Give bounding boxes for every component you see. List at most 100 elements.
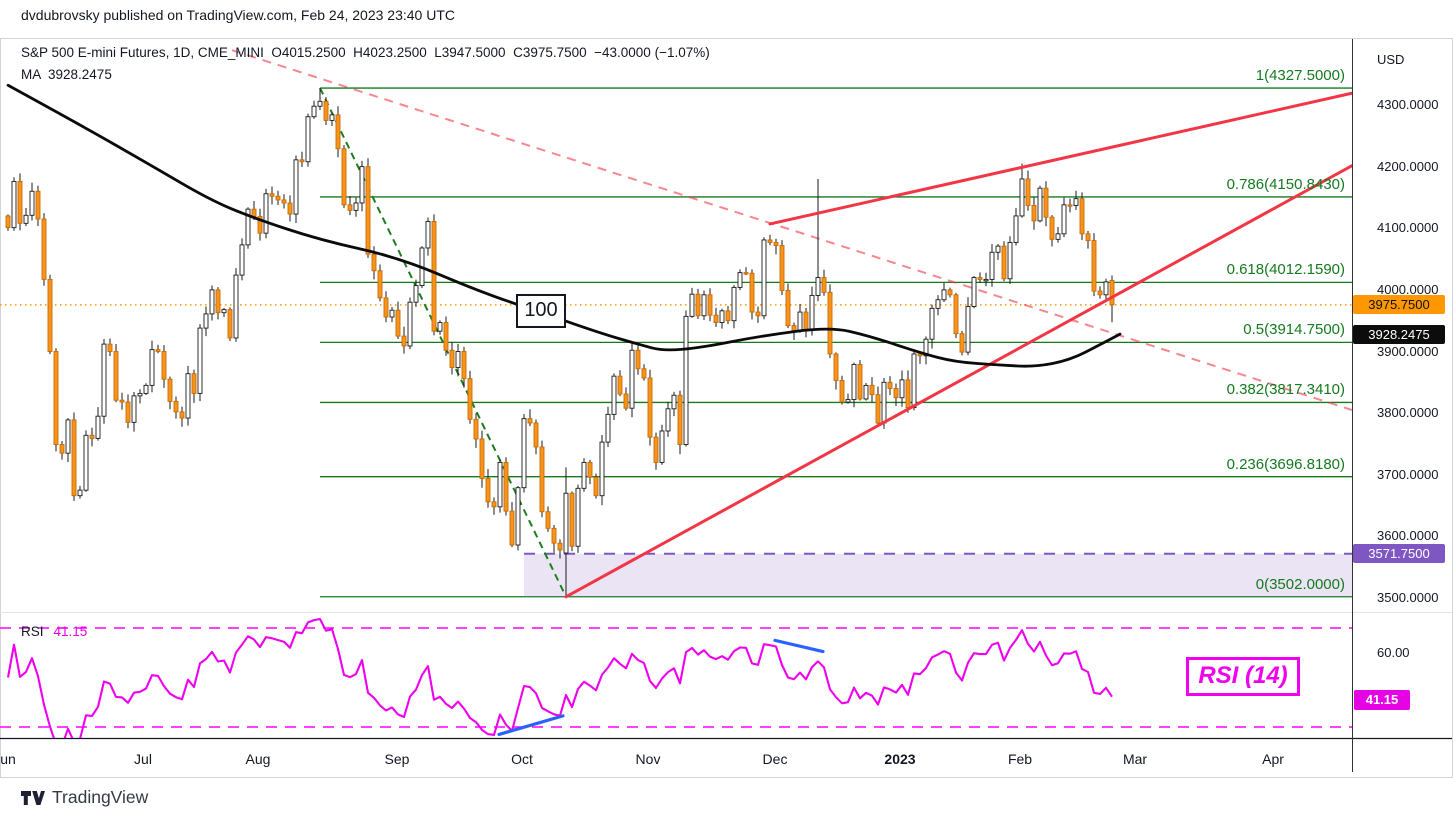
candle-down [743, 272, 749, 275]
candle-down [5, 215, 11, 229]
candle-down [275, 195, 281, 201]
candle-up [737, 272, 743, 288]
candle-up [221, 309, 227, 314]
candle-down [503, 461, 509, 512]
candle-down [1001, 245, 1007, 280]
candle-up [497, 461, 503, 508]
candle-down [113, 351, 119, 401]
candle-down [347, 204, 353, 211]
candle-down [251, 208, 257, 217]
candle-down [173, 400, 179, 413]
candle-up [995, 245, 1001, 253]
candle-down [551, 527, 557, 544]
candle-up [1061, 204, 1067, 235]
candle-up [425, 221, 431, 249]
rsi-pane [0, 617, 1352, 738]
candle-down [89, 434, 95, 439]
candle-down [647, 377, 653, 438]
candle-down [857, 363, 863, 400]
candle-down [227, 309, 233, 339]
candle-up [659, 430, 665, 463]
candle-up [719, 310, 725, 323]
candle-down [461, 351, 467, 380]
candle-down [491, 501, 497, 508]
candle-up [353, 202, 359, 211]
candle-up [851, 363, 857, 401]
candle-down [773, 241, 779, 246]
channel-lower-trendline[interactable] [564, 153, 1375, 599]
channel-upper-trendline[interactable] [768, 90, 1368, 226]
candle-down [839, 380, 845, 403]
candle-up [455, 351, 461, 368]
candle-down [593, 476, 599, 497]
candles [5, 88, 1115, 597]
downtrend-dashed-line[interactable] [231, 49, 1352, 411]
candle-down [539, 446, 545, 513]
candle-up [815, 277, 821, 296]
candle-down [707, 294, 713, 316]
candle-down [635, 349, 641, 370]
candle-up [305, 116, 311, 163]
candle-up [83, 434, 89, 491]
candle-down [269, 193, 275, 197]
candle-down [383, 297, 389, 318]
candle-up [689, 293, 695, 317]
candle-up [581, 461, 587, 489]
candle-up [437, 322, 443, 332]
support-zone[interactable] [524, 553, 1352, 597]
candle-up [965, 306, 971, 353]
candle-down [641, 368, 647, 379]
candle-down [365, 166, 371, 255]
candle-down [779, 245, 785, 291]
candle-down [947, 289, 953, 296]
candle-down [377, 270, 383, 299]
candle-down [35, 190, 41, 220]
candle-down [569, 492, 575, 547]
ma-100-line[interactable] [6, 83, 1122, 368]
candle-down [155, 349, 161, 352]
tradingview-logo[interactable]: TradingView [20, 787, 148, 808]
candle-up [929, 307, 935, 340]
tradingview-wordmark: TradingView [52, 787, 149, 807]
candle-down [371, 253, 377, 272]
candle-down [467, 378, 473, 420]
candle-down [527, 418, 533, 424]
candle-down [1091, 240, 1097, 292]
candle-up [1019, 178, 1025, 217]
candle-up [197, 327, 203, 394]
rsi-divergence-line[interactable] [497, 714, 565, 737]
candle-up [1007, 241, 1013, 280]
candle-down [257, 216, 263, 234]
candle-down [299, 159, 305, 163]
candle-down [1085, 233, 1091, 242]
candle-down [767, 239, 773, 243]
candle-up [629, 349, 635, 409]
candle-down [821, 277, 827, 293]
candle-down [725, 310, 731, 322]
candle-up [131, 395, 137, 423]
candle-up [935, 299, 941, 309]
candle-up [245, 208, 251, 246]
candle-down [473, 418, 479, 440]
candle-up [263, 193, 269, 234]
candle-up [95, 415, 101, 439]
candle-down [623, 393, 629, 409]
candle-down [107, 343, 113, 352]
rsi-divergence-line[interactable] [773, 638, 825, 654]
candle-down [1109, 280, 1115, 306]
candle-down [53, 351, 59, 446]
candle-up [881, 381, 887, 424]
candle-up [413, 285, 419, 303]
candle-up [971, 277, 977, 307]
candle-up [209, 289, 215, 315]
candle-up [521, 418, 527, 489]
fib-baseline-dashed-line[interactable] [319, 87, 567, 598]
candle-down [401, 335, 407, 347]
candle-down [341, 148, 347, 206]
candle-up [29, 190, 35, 216]
candle-down [977, 277, 983, 280]
candle-down [431, 221, 437, 332]
candle-up [731, 286, 737, 322]
candle-down [1043, 187, 1049, 218]
